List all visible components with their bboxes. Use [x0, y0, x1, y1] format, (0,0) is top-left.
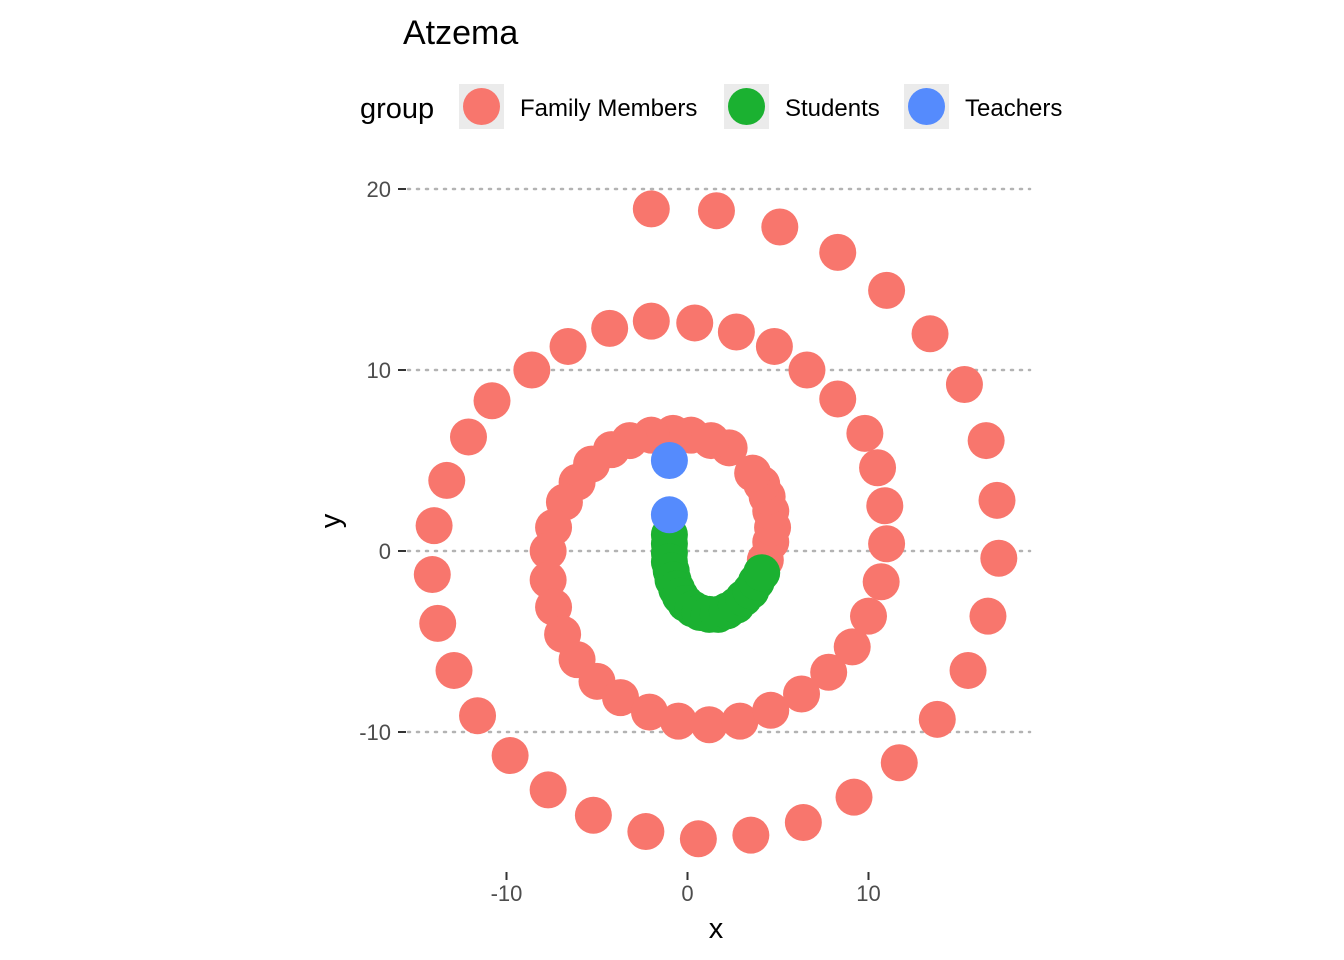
- point-family-members: [850, 597, 887, 635]
- legend-swatch-students: [728, 88, 765, 125]
- point-family-members: [632, 302, 670, 340]
- point-family-members: [419, 604, 457, 642]
- legend-swatch-teachers: [908, 88, 945, 125]
- point-family-members: [627, 813, 665, 851]
- axes: 20 10 0 -10 -10 0 10: [359, 177, 881, 906]
- point-family-members: [428, 461, 466, 499]
- y-axis-title: y: [315, 513, 347, 528]
- y-tick-label: 0: [379, 539, 391, 564]
- point-family-members: [529, 532, 567, 570]
- point-family-members: [784, 804, 822, 841]
- point-family-members: [918, 700, 956, 738]
- point-family-members: [868, 271, 906, 309]
- point-family-members: [435, 651, 473, 689]
- x-axis-title: x: [709, 913, 724, 945]
- point-family-members: [676, 304, 714, 342]
- point-family-members: [880, 744, 918, 782]
- point-family-members: [810, 653, 848, 691]
- point-family-members: [721, 702, 759, 740]
- point-family-members: [591, 309, 629, 347]
- point-family-members: [632, 190, 670, 228]
- point-family-members: [413, 556, 451, 594]
- point-family-members: [659, 702, 697, 740]
- point-family-members: [513, 351, 551, 389]
- legend-label-family-members: Family Members: [520, 95, 697, 122]
- legend-swatch-family-members: [463, 88, 500, 125]
- point-teachers: [650, 496, 688, 534]
- point-family-members: [697, 192, 735, 230]
- y-tick-label: 20: [367, 177, 391, 202]
- point-family-members: [491, 737, 529, 775]
- point-family-members: [846, 414, 884, 452]
- legend-title: group: [360, 93, 434, 125]
- point-family-members: [969, 597, 1007, 635]
- point-family-members: [415, 507, 453, 545]
- point-family-members: [574, 796, 612, 834]
- point-family-members: [967, 422, 1005, 460]
- point-family-members: [945, 365, 983, 403]
- legend-label-students: Students: [785, 95, 880, 122]
- point-teachers: [650, 442, 688, 479]
- x-tick-label: -10: [491, 881, 523, 906]
- point-family-members: [679, 820, 717, 858]
- point-family-members: [752, 691, 790, 729]
- point-family-members: [978, 481, 1016, 519]
- point-family-members: [755, 327, 793, 365]
- point-family-members: [835, 778, 873, 816]
- point-family-members: [549, 327, 587, 365]
- legend-label-teachers: Teachers: [965, 95, 1062, 122]
- point-family-members: [449, 418, 487, 456]
- point-family-members: [862, 563, 900, 601]
- point-family-members: [473, 382, 511, 420]
- point-family-members: [602, 679, 640, 717]
- point-family-members: [529, 771, 567, 809]
- point-family-members: [833, 628, 871, 666]
- point-family-members: [819, 380, 857, 418]
- point-family-members: [868, 525, 906, 563]
- point-students: [743, 554, 781, 592]
- point-family-members: [459, 697, 497, 735]
- point-family-members: [630, 693, 668, 731]
- x-tick-label: 0: [681, 881, 693, 906]
- point-family-members: [949, 651, 987, 689]
- point-family-members: [690, 706, 728, 744]
- y-tick-label: 10: [367, 358, 391, 383]
- chart-title: Atzema: [403, 14, 518, 52]
- data-points: [413, 190, 1018, 858]
- point-family-members: [859, 449, 897, 487]
- point-family-members: [788, 351, 826, 389]
- point-family-members: [819, 233, 857, 271]
- point-family-members: [980, 539, 1018, 577]
- point-family-members: [732, 816, 770, 854]
- point-family-members: [911, 315, 949, 353]
- point-family-members: [783, 675, 821, 713]
- legend: group Family Members Students Teachers: [360, 84, 1062, 129]
- x-tick-label: 10: [856, 881, 880, 906]
- point-family-members: [717, 313, 755, 351]
- point-family-members: [866, 487, 904, 525]
- point-family-members: [734, 454, 772, 492]
- point-family-members: [761, 208, 799, 246]
- y-tick-label: -10: [359, 720, 391, 745]
